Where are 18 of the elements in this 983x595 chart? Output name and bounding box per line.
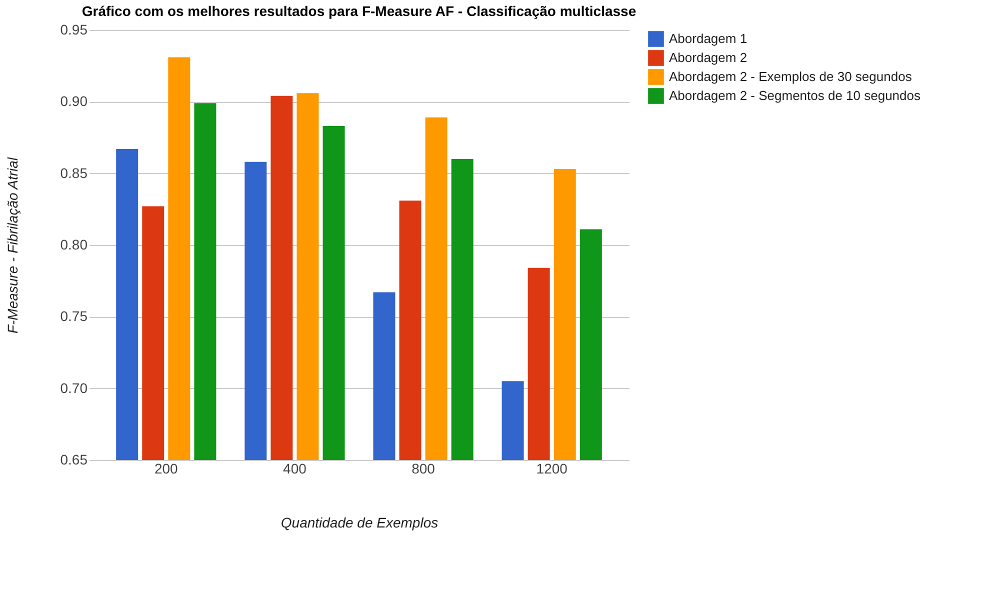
y-tick-label: 0.90 — [60, 93, 88, 110]
y-tick-label: 0.95 — [60, 22, 88, 38]
x-tick-label: 1200 — [536, 460, 568, 476]
y-tick-label: 0.85 — [60, 164, 88, 181]
legend-label: Abordagem 2 - Segmentos de 10 segundos — [669, 88, 921, 103]
y-tick-label: 0.80 — [60, 236, 88, 252]
y-axis-title: F-Measure - Fibrilação Atrial — [4, 156, 20, 334]
chart-title: Gráfico com os melhores resultados para F-Measure AF - Classificação multiclasse — [82, 3, 636, 19]
y-tick-label: 0.65 — [60, 452, 88, 468]
x-tick-label: 400 — [283, 460, 307, 476]
x-tick-label: 200 — [154, 460, 178, 476]
legend-label: Abordagem 2 — [669, 50, 748, 65]
x-axis-title: Quantidade de Exemplos — [280, 514, 438, 530]
legend-label: Abordagem 1 — [669, 31, 748, 46]
y-tick-label: 0.70 — [60, 380, 88, 396]
legend-label: Abordagem 2 - Exemplos de 30 segundos — [669, 69, 912, 84]
y-tick-label: 0.75 — [60, 308, 88, 324]
x-tick-label: 800 — [412, 460, 436, 476]
